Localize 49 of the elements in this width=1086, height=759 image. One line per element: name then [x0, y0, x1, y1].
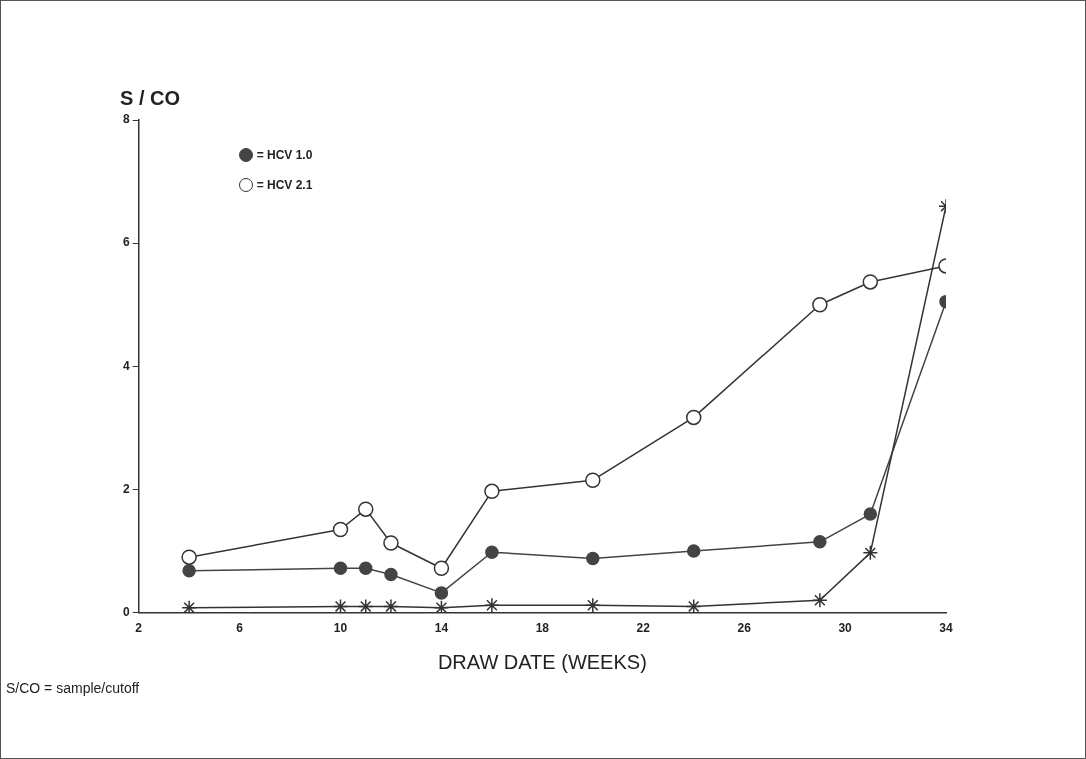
point — [485, 545, 499, 560]
point — [685, 409, 702, 426]
point — [585, 472, 601, 488]
point — [862, 274, 879, 290]
point — [686, 544, 701, 558]
y-tick-label: 2 — [122, 481, 130, 496]
point — [181, 549, 197, 565]
point — [484, 597, 500, 613]
point — [813, 535, 827, 549]
point — [433, 599, 450, 613]
x-tick-label: 34 — [939, 621, 953, 636]
point — [357, 598, 374, 613]
point — [383, 598, 399, 613]
point — [332, 521, 349, 538]
y-axis-title: S / CO — [120, 87, 181, 109]
point — [333, 561, 348, 576]
legend-label: = HCV 1.0 — [256, 148, 313, 162]
text: S/CO = sample/cutoff — [6, 680, 140, 696]
point — [812, 592, 828, 609]
point — [182, 563, 196, 578]
point — [812, 296, 828, 313]
x-tick-label: 18 — [535, 621, 550, 636]
point — [685, 598, 702, 613]
x-tick-label: 10 — [333, 621, 348, 636]
x-tick-label: 30 — [838, 621, 853, 636]
legend-label: = HCV 2.1 — [256, 178, 313, 192]
y-tick-label: 4 — [122, 358, 130, 373]
y-tick-label: 8 — [122, 112, 130, 127]
point — [863, 507, 878, 521]
point — [586, 551, 600, 566]
x-tick-label: 2 — [135, 621, 143, 636]
point — [332, 598, 349, 613]
x-tick-label: 26 — [737, 621, 752, 636]
x-tick-label: 22 — [636, 621, 651, 636]
point — [484, 483, 500, 500]
point — [585, 597, 601, 613]
point — [862, 545, 879, 561]
x-tick-label: 6 — [236, 621, 244, 636]
x-axis-title: DRAW DATE (WEEKS) — [437, 650, 647, 673]
point — [384, 567, 398, 582]
point — [433, 560, 450, 577]
y-tick-label: 0 — [122, 604, 130, 619]
point — [434, 586, 449, 600]
y-tick-label: 6 — [122, 235, 130, 250]
x-tick-label: 14 — [434, 621, 449, 636]
point — [357, 501, 374, 517]
point — [181, 599, 197, 613]
point — [383, 535, 399, 551]
point — [358, 561, 373, 576]
